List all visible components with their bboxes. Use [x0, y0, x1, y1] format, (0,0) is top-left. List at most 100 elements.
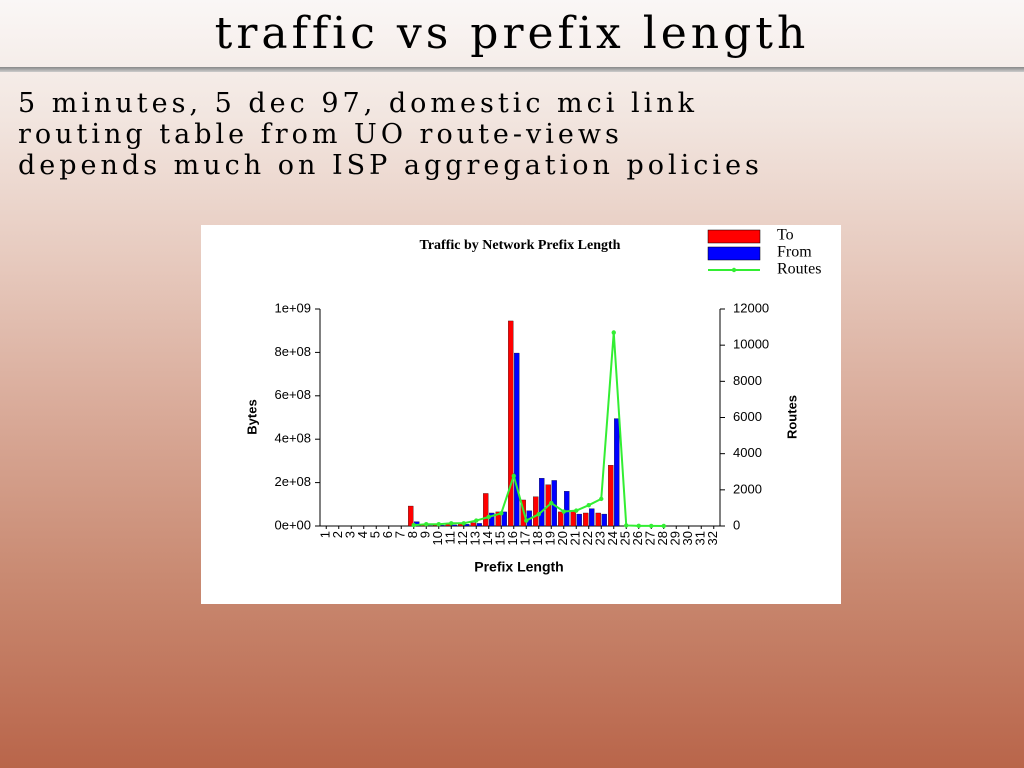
line-marker	[461, 521, 466, 526]
y2-tick-label: 0	[733, 517, 740, 532]
bar	[564, 491, 570, 527]
bar	[589, 508, 595, 527]
y-tick-label: 2e+08	[274, 474, 311, 489]
x-tick-label: 2	[330, 531, 345, 538]
x-tick-label: 17	[518, 531, 533, 545]
x-tick-label: 23	[593, 531, 608, 545]
x-tick-label: 7	[393, 531, 408, 538]
bar	[576, 513, 582, 527]
line-marker	[661, 523, 666, 529]
legend-label: From	[777, 244, 812, 261]
text-line: depends much on ISP aggregation policies	[18, 150, 763, 181]
bar	[489, 512, 495, 527]
x-tick-label: 3	[343, 531, 358, 538]
y2-tick-label: 6000	[733, 409, 762, 424]
y2-tick-label: 4000	[733, 445, 762, 460]
line-marker	[649, 523, 654, 529]
line-marker	[636, 523, 641, 529]
x-tick-label: 20	[555, 531, 570, 545]
y-tick-label: 0e+00	[274, 517, 311, 532]
bar	[601, 513, 607, 527]
bar	[570, 510, 576, 527]
bar	[583, 512, 589, 527]
chart-title: Traffic by Network Prefix Length	[420, 238, 621, 253]
x-tick-label: 6	[380, 531, 395, 538]
line-marker	[424, 521, 429, 527]
text-line: routing table from UO route-views	[18, 119, 623, 150]
legend-swatch	[707, 229, 761, 244]
y2-tick-label: 8000	[733, 373, 762, 388]
x-tick-label: 27	[643, 531, 658, 545]
line-marker	[574, 508, 579, 513]
slide-title: traffic vs prefix length	[214, 8, 810, 59]
y-tick-label: 8e+08	[274, 344, 311, 359]
x-tick-label: 26	[630, 531, 645, 545]
x-tick-label: 14	[480, 531, 495, 545]
line-marker	[449, 521, 454, 526]
x-tick-label: 9	[418, 531, 433, 538]
line-marker	[486, 514, 491, 520]
y-tick-label: 1e+09	[274, 300, 311, 315]
x-tick-label: 5	[368, 531, 383, 538]
bar	[595, 512, 601, 527]
line-marker	[474, 518, 479, 523]
x-tick-label: 8	[405, 531, 420, 538]
y-tick-label: 4e+08	[274, 431, 311, 446]
x-tick-label: 4	[355, 531, 370, 538]
bar	[483, 493, 489, 527]
x-tick-label: 31	[693, 531, 708, 545]
text-line: 5 minutes, 5 dec 97, domestic mci link	[18, 88, 699, 119]
bar	[495, 511, 501, 527]
x-tick-label: 24	[605, 531, 620, 545]
x-tick-label: 30	[680, 531, 695, 545]
x-tick-label: 18	[530, 531, 545, 545]
bar	[476, 523, 482, 527]
x-tick-label: 28	[655, 531, 670, 545]
line-marker	[499, 511, 504, 516]
bar	[539, 478, 545, 527]
bar	[558, 511, 564, 527]
y2-tick-label: 2000	[733, 481, 762, 496]
x-tick-label: 11	[443, 531, 458, 545]
line-marker	[586, 503, 591, 508]
x-tick-label: 29	[668, 531, 683, 545]
x-tick-label: 1	[318, 531, 333, 538]
bar	[608, 465, 614, 527]
bar	[408, 505, 414, 527]
x-axis-label: Prefix Length	[474, 559, 563, 575]
line-marker	[549, 500, 554, 506]
x-tick-label: 16	[505, 531, 520, 545]
bar	[501, 511, 507, 527]
y2-axis-label: Routes	[784, 395, 799, 439]
slide-text: 5 minutes, 5 dec 97, domestic mci link r…	[18, 88, 763, 181]
x-tick-label: 22	[580, 531, 595, 545]
legend-label: Routes	[777, 261, 821, 278]
x-tick-label: 10	[430, 531, 445, 545]
legend-label: To	[777, 227, 794, 244]
bar	[470, 522, 476, 527]
line-marker	[524, 518, 529, 523]
bar	[614, 418, 620, 527]
y2-tick-label: 10000	[733, 337, 769, 352]
bar	[533, 496, 539, 527]
x-tick-label: 15	[493, 531, 508, 545]
bar	[508, 320, 514, 527]
line-marker	[624, 523, 629, 528]
line-marker	[436, 521, 441, 527]
line-marker	[411, 522, 416, 528]
chart-container: Traffic by Network Prefix Length Prefix …	[201, 225, 841, 604]
x-tick-label: 13	[468, 531, 483, 545]
bar	[514, 352, 520, 527]
legend-swatch	[707, 246, 761, 261]
title-rule	[0, 67, 1024, 72]
x-tick-label: 21	[568, 531, 583, 545]
bar	[451, 524, 457, 527]
y-axis-label: Bytes	[244, 399, 259, 434]
chart: Traffic by Network Prefix Length Prefix …	[201, 225, 841, 604]
y-tick-label: 6e+08	[274, 387, 311, 402]
legend-swatch	[731, 267, 737, 273]
y2-tick-label: 12000	[733, 300, 769, 315]
x-tick-label: 19	[543, 531, 558, 545]
line-marker	[611, 330, 616, 335]
